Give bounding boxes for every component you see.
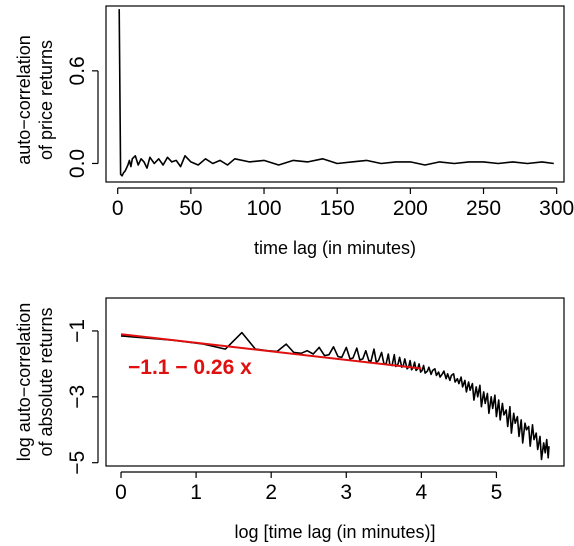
series-line <box>120 331 550 461</box>
top-ylabel-line2: of price returns <box>36 40 56 160</box>
x-tick-label: 2 <box>265 481 277 504</box>
x-tick-label: 100 <box>247 197 282 220</box>
bottom-series <box>120 331 550 461</box>
x-tick-label: 1 <box>190 481 202 504</box>
fit-line <box>120 333 422 370</box>
x-tick-label: 0 <box>112 197 124 220</box>
x-tick-label: 5 <box>491 481 503 504</box>
bottom-xlabel: log [time lag (in minutes)] <box>234 522 435 542</box>
x-tick-label: 3 <box>340 481 352 504</box>
y-tick-label: −1 <box>66 319 89 343</box>
bottom-plot-frame <box>105 297 565 467</box>
top-panel: 0 50 100 150 200 250 300 0.0 0.6 time lag (in mi… <box>14 5 574 258</box>
y-tick-label: −5 <box>66 451 89 475</box>
bottom-axes: 0 1 2 3 4 5 −1 −3 −5 <box>66 319 502 504</box>
y-tick-label: 0.0 <box>66 149 89 178</box>
x-tick-label: 200 <box>393 197 428 220</box>
top-plot-frame <box>105 5 565 183</box>
top-series <box>118 9 554 177</box>
y-tick-label: 0.6 <box>66 56 89 85</box>
top-xlabel: time lag (in minutes) <box>254 238 416 258</box>
x-tick-label: 300 <box>539 197 574 220</box>
bottom-ylabel-line2: of absolute returns <box>36 307 56 456</box>
x-tick-label: 4 <box>416 481 428 504</box>
top-ylabel-line1: auto−correlation <box>14 35 34 165</box>
x-tick-label: 250 <box>466 197 501 220</box>
fit-annotation: −1.1 − 0.26 x <box>128 356 252 379</box>
series-line <box>118 9 554 177</box>
x-tick-label: 0 <box>115 481 127 504</box>
x-tick-label: 50 <box>179 197 202 220</box>
bottom-ylabel-line1: log auto−correlation <box>14 303 34 462</box>
y-tick-label: −3 <box>66 385 89 409</box>
x-tick-label: 150 <box>320 197 355 220</box>
bottom-panel: 0 1 2 3 4 5 −1 −3 −5 log [time lag (in minutes)]… <box>14 297 565 542</box>
top-axes: 0 50 100 150 200 250 300 0.0 0.6 <box>66 56 574 220</box>
